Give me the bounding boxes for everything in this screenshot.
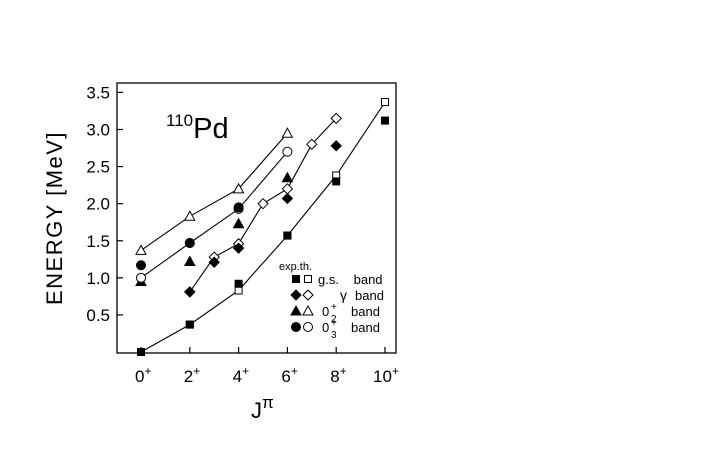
z2-theory-point xyxy=(135,244,147,255)
legend-gamma-label: γ band xyxy=(340,287,384,303)
gamma-exp-point xyxy=(184,286,196,298)
z3-band-line xyxy=(140,151,288,279)
z2-exp-point xyxy=(183,255,196,267)
y-tick-label: 0.5 xyxy=(86,306,110,325)
y-axis-label: ENERGY [MeV] xyxy=(42,131,67,305)
z2-theory-point xyxy=(281,127,294,138)
legend-z2-label: 0 +2band xyxy=(322,302,380,325)
x-tick-label: 8+ xyxy=(330,364,346,386)
y-tick-label: 3.0 xyxy=(86,121,110,140)
band-lines xyxy=(140,101,386,353)
gs-exp-point xyxy=(137,348,145,356)
legend-z3-exp-marker xyxy=(291,322,301,332)
gamma-exp-point xyxy=(232,242,245,254)
element-symbol: Pd xyxy=(193,113,228,145)
x-axis-label: Jπ xyxy=(251,393,274,423)
z2-exp-point xyxy=(232,217,245,229)
z2-exp-point xyxy=(281,171,294,183)
gamma-theory-point xyxy=(281,183,294,195)
z3-exp-point xyxy=(184,237,195,248)
x-tick-label: 2+ xyxy=(184,364,200,386)
gs-theory-point xyxy=(381,98,389,107)
gs-theory-point xyxy=(234,286,243,295)
gamma-exp-point xyxy=(281,192,294,205)
z2-theory-point xyxy=(183,210,196,221)
y-tick-label: 1.0 xyxy=(86,269,110,288)
y-tick-label: 2.5 xyxy=(86,158,110,177)
x-axis-label-sup: π xyxy=(262,393,274,412)
z2-theory-point xyxy=(232,182,245,194)
y-tick-label: 1.5 xyxy=(86,232,110,251)
gs-band-line xyxy=(140,101,386,353)
plot-frame xyxy=(116,82,397,354)
gamma-theory-point xyxy=(306,138,318,151)
data-markers xyxy=(135,98,389,356)
z2-band-line xyxy=(140,132,288,251)
gamma-theory-point xyxy=(330,112,342,125)
gs-exp-point xyxy=(381,116,389,125)
gamma-exp-point xyxy=(208,256,220,268)
legend-gs-theory-marker xyxy=(304,275,312,283)
legend-z2-theory-marker xyxy=(302,304,314,316)
gamma-theory-point xyxy=(257,197,269,210)
x-tick-label: 0+ xyxy=(135,364,151,386)
gamma-exp-point xyxy=(330,140,342,152)
z3-theory-point xyxy=(136,272,146,283)
x-axis-label-base: J xyxy=(251,398,262,423)
x-tick-labels: 0+ 2+ 4+ 6+ 8+ 10+ xyxy=(135,364,399,386)
nucleus-label: 110Pd xyxy=(166,111,229,145)
y-tick-labels: 0.5 1.0 1.5 2.0 2.5 3.0 3.5 xyxy=(86,83,110,325)
gs-exp-point xyxy=(332,177,341,186)
y-tick-label: 3.5 xyxy=(86,83,110,102)
legend-z3-theory-marker xyxy=(303,322,313,332)
gs-exp-point xyxy=(185,320,194,329)
legend-gamma-theory-marker xyxy=(302,289,314,301)
x-tick-label: 6+ xyxy=(281,364,297,386)
axis-ticks xyxy=(117,91,386,353)
legend-gs-label: g.s. band xyxy=(318,272,383,287)
x-tick-label: 10+ xyxy=(373,364,399,386)
legend-z2-exp-marker xyxy=(290,304,302,316)
x-tick-label: 4+ xyxy=(233,364,249,386)
gs-exp-point xyxy=(283,231,292,240)
legend-z3-label: 0 +3band xyxy=(322,318,380,341)
legend-gs-exp-marker xyxy=(292,275,300,283)
legend-gamma-exp-marker xyxy=(290,289,302,301)
z3-exp-point xyxy=(136,260,146,271)
z3-theory-point xyxy=(282,146,293,157)
z3-exp-point xyxy=(233,202,244,213)
legend-header: exp.th. xyxy=(279,261,312,273)
y-tick-label: 2.0 xyxy=(86,195,110,214)
gs-exp-point xyxy=(234,279,243,288)
mass-number: 110 xyxy=(166,111,193,130)
